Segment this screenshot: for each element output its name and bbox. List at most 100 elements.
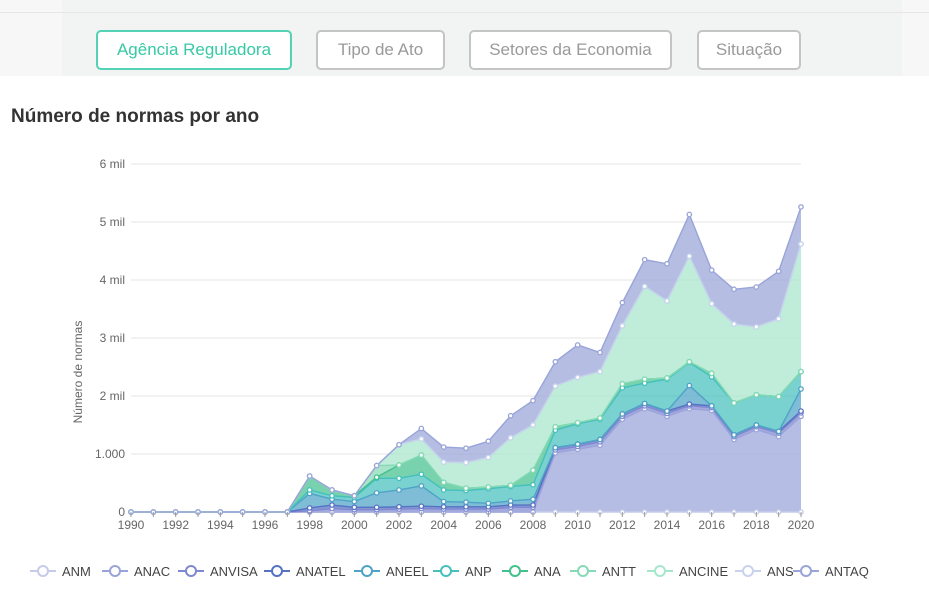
point-anatel[interactable] (686, 401, 693, 407)
point-antaq[interactable] (641, 256, 648, 263)
point-aneel[interactable] (485, 500, 492, 507)
point-aneel[interactable] (664, 408, 670, 414)
point-antt[interactable] (552, 423, 559, 430)
point-antaq[interactable] (418, 425, 425, 432)
point-anatel[interactable] (463, 503, 469, 510)
point-ans[interactable] (731, 321, 737, 327)
point-antaq[interactable] (440, 444, 447, 450)
point-antaq[interactable] (597, 349, 603, 356)
point-aneel[interactable] (552, 444, 559, 451)
point-ans[interactable] (641, 283, 648, 290)
legend-item-ana[interactable]: ANA (502, 560, 561, 582)
tab-agencia-reguladora[interactable]: Agência Reguladora (96, 30, 292, 70)
point-antt[interactable] (753, 391, 760, 398)
legend-item-anac[interactable]: ANAC (102, 560, 170, 582)
point-antaq[interactable] (619, 299, 626, 306)
area-ancine[interactable] (131, 244, 801, 512)
point-anatel[interactable] (798, 408, 804, 414)
point-ana[interactable] (373, 474, 380, 481)
point-aneel[interactable] (641, 400, 648, 407)
stacked-area-chart[interactable]: 1990 1992 1994 1996 1998 2000 2002 2004 2006 2008… (0, 140, 929, 540)
point-anatel[interactable] (373, 504, 380, 511)
point-antaq[interactable] (686, 211, 693, 218)
legend-item-anp[interactable]: ANP (433, 560, 492, 582)
point-antt[interactable] (775, 393, 782, 400)
point-antaq[interactable] (463, 445, 469, 452)
point-aneel[interactable] (753, 422, 760, 428)
legend-item-anatel[interactable]: ANATEL (264, 560, 346, 582)
point-aneel[interactable] (686, 382, 693, 389)
point-antaq[interactable] (373, 462, 380, 469)
point-antaq[interactable] (351, 492, 358, 499)
point-ans[interactable] (775, 316, 782, 322)
point-antt[interactable] (686, 358, 693, 365)
point-aneel[interactable] (373, 490, 380, 496)
point-antt[interactable] (731, 400, 737, 406)
legend-item-antaq[interactable]: ANTAQ (793, 560, 869, 582)
area-antaq[interactable] (131, 206, 801, 513)
point-antt[interactable] (396, 462, 402, 468)
legend-item-ans[interactable]: ANS (735, 560, 794, 582)
point-ans[interactable] (686, 253, 693, 260)
point-antaq[interactable] (485, 438, 492, 445)
point-ans[interactable] (507, 434, 514, 441)
point-aneel[interactable] (731, 432, 737, 438)
point-anatel[interactable] (329, 502, 335, 508)
area-anac[interactable] (131, 408, 801, 512)
point-antaq[interactable] (775, 268, 782, 275)
point-antt[interactable] (485, 484, 492, 490)
legend-item-anvisa[interactable]: ANVISA (178, 560, 258, 582)
point-ans[interactable] (418, 436, 425, 442)
point-anp[interactable] (440, 487, 447, 493)
point-ans[interactable] (552, 383, 559, 389)
series-points[interactable] (128, 204, 804, 515)
point-ans[interactable] (619, 322, 626, 329)
point-antaq[interactable] (306, 473, 313, 479)
series-areas[interactable] (131, 206, 801, 513)
point-anp[interactable] (530, 481, 536, 488)
point-antaq[interactable] (798, 204, 804, 210)
point-antt[interactable] (619, 380, 626, 387)
point-ans[interactable] (798, 241, 804, 247)
point-antaq[interactable] (329, 487, 335, 493)
point-antaq[interactable] (708, 267, 715, 273)
point-aneel[interactable] (708, 403, 715, 409)
point-anp[interactable] (306, 487, 313, 493)
legend-item-aneel[interactable]: ANEEL (354, 560, 429, 582)
point-ans[interactable] (440, 459, 447, 465)
point-anp[interactable] (329, 492, 335, 499)
point-antt[interactable] (507, 482, 514, 489)
point-aneel[interactable] (396, 487, 402, 493)
legend-item-antt[interactable]: ANTT (570, 560, 636, 582)
point-antt[interactable] (798, 368, 804, 375)
point-ans[interactable] (597, 368, 603, 375)
point-antaq[interactable] (753, 284, 760, 290)
point-antaq[interactable] (574, 342, 581, 348)
point-antt[interactable] (530, 467, 536, 474)
point-antt[interactable] (463, 485, 469, 492)
tab-setores-da-economia[interactable]: Setores da Economia (469, 30, 672, 70)
point-anatel[interactable] (418, 503, 425, 510)
point-aneel[interactable] (530, 496, 536, 503)
legend-item-ancine[interactable]: ANCINE (647, 560, 728, 582)
point-antt[interactable] (440, 479, 447, 486)
point-antt[interactable] (664, 375, 670, 381)
point-aneel[interactable] (574, 441, 581, 447)
point-anatel[interactable] (351, 504, 358, 511)
tab-situacao[interactable]: Situação (697, 30, 801, 70)
point-antt[interactable] (418, 452, 425, 459)
point-aneel[interactable] (440, 498, 447, 505)
point-ans[interactable] (664, 298, 670, 304)
point-anp[interactable] (418, 471, 425, 478)
tab-tipo-de-ato[interactable]: Tipo de Ato (316, 30, 445, 70)
point-ans[interactable] (485, 454, 492, 461)
point-antt[interactable] (708, 370, 715, 377)
point-antt[interactable] (597, 415, 603, 421)
point-antaq[interactable] (530, 397, 536, 404)
point-ans[interactable] (753, 324, 760, 330)
point-antaq[interactable] (664, 260, 670, 267)
point-aneel[interactable] (798, 386, 804, 392)
point-ans[interactable] (463, 459, 469, 466)
point-aneel[interactable] (775, 428, 782, 435)
area-anp[interactable] (131, 362, 801, 512)
